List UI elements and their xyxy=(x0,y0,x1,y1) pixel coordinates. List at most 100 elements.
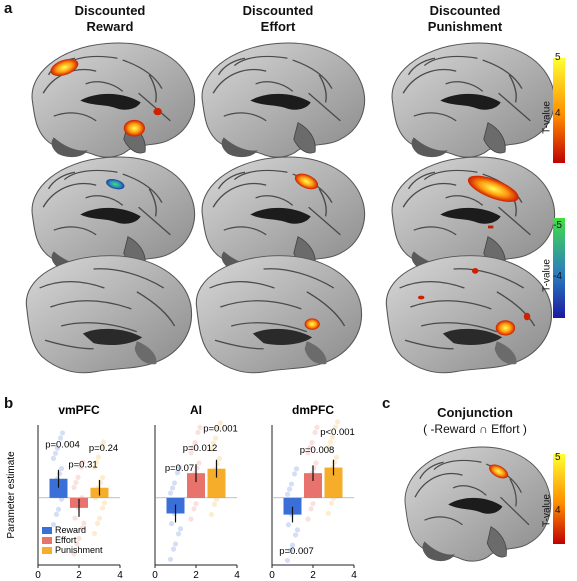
bar-charts: vmPFC 0 2 4 p=0.004 p=0.31 p=0.24 Parameter est… xyxy=(6,403,357,581)
x-tick-label: 2 xyxy=(76,570,82,581)
data-point xyxy=(314,424,320,430)
colorbar-label: T-value xyxy=(541,259,553,292)
brain-slice-grid xyxy=(25,42,556,374)
data-point xyxy=(94,520,101,526)
data-point xyxy=(78,464,84,470)
data-point xyxy=(56,471,63,477)
data-point xyxy=(307,445,313,451)
data-point xyxy=(287,547,294,553)
data-point xyxy=(213,496,220,502)
legend-swatch xyxy=(42,547,52,554)
data-point xyxy=(99,474,106,481)
data-point xyxy=(170,546,177,552)
data-point xyxy=(285,522,292,528)
data-point xyxy=(289,542,296,548)
conjunction-subtitle: ( -Reward ∩ Effort ) xyxy=(423,422,527,436)
bar xyxy=(187,473,205,498)
x-tick-label: 4 xyxy=(351,570,357,581)
data-point xyxy=(292,532,299,538)
data-point xyxy=(328,500,335,506)
data-point xyxy=(73,479,79,486)
brain-slice-effort-2 xyxy=(201,156,366,272)
data-point xyxy=(210,440,217,446)
data-point xyxy=(208,445,215,451)
data-point xyxy=(50,455,57,461)
x-tick-label: 2 xyxy=(310,570,316,581)
p-value-label: p=0.012 xyxy=(183,443,218,454)
p-value-label: p=0.004 xyxy=(45,439,80,450)
legend-label: Effort xyxy=(55,535,77,545)
panel-letter-b: b xyxy=(4,395,14,412)
legend-label: Punishment xyxy=(55,545,103,555)
data-point xyxy=(293,466,300,472)
data-point xyxy=(195,429,201,436)
data-point xyxy=(59,430,66,436)
data-point xyxy=(55,506,62,512)
data-point xyxy=(193,501,199,507)
p-value-label: p<0.001 xyxy=(320,427,355,438)
data-point xyxy=(194,465,200,471)
data-point xyxy=(191,506,197,512)
data-point xyxy=(81,520,87,526)
data-point xyxy=(75,474,81,480)
colorbar-tick: -5 xyxy=(553,220,562,231)
data-point xyxy=(168,521,175,527)
panel-letter-c: c xyxy=(382,395,391,412)
data-point xyxy=(76,535,82,542)
column-title-line: Reward xyxy=(86,19,134,34)
data-point xyxy=(310,501,316,507)
data-point xyxy=(217,420,224,426)
column-title-line: Discounted xyxy=(242,3,314,18)
data-point xyxy=(58,465,65,472)
x-tick-label: 0 xyxy=(35,570,41,581)
brain-slice-punishment-1 xyxy=(391,42,556,158)
data-point xyxy=(95,454,102,460)
data-point xyxy=(176,465,183,471)
p-value-label: p=0.001 xyxy=(203,424,238,435)
colorbar-cool xyxy=(553,218,565,318)
x-tick-label: 4 xyxy=(117,570,123,581)
data-point xyxy=(308,506,314,512)
data-point xyxy=(284,557,291,564)
brain-slice-punishment-2 xyxy=(391,156,556,272)
data-point xyxy=(188,516,194,522)
data-point xyxy=(309,440,315,446)
y-axis-label: Parameter estimate xyxy=(6,451,17,539)
data-point xyxy=(286,486,293,492)
data-point xyxy=(215,425,222,431)
data-point xyxy=(93,459,100,465)
x-tick-label: 2 xyxy=(193,570,199,581)
legend-swatch xyxy=(42,527,52,534)
data-point xyxy=(174,470,181,476)
data-point xyxy=(58,496,65,502)
conjunction-title: Conjunction xyxy=(437,405,513,420)
data-point xyxy=(325,444,332,450)
data-point xyxy=(54,445,61,451)
data-point xyxy=(172,541,179,547)
data-point xyxy=(333,454,340,460)
colorbar-label: T-value xyxy=(541,101,553,134)
data-point xyxy=(288,481,295,487)
colorbar-tick: 4 xyxy=(555,505,561,516)
data-point xyxy=(79,525,85,531)
brain-slice-reward-3 xyxy=(25,254,193,374)
data-point xyxy=(97,480,104,486)
data-point xyxy=(98,444,105,450)
data-point xyxy=(96,515,103,521)
data-point xyxy=(175,531,182,537)
data-point xyxy=(197,424,203,430)
p-value-label: p=0.31 xyxy=(68,460,97,471)
colorbar-tick: -4 xyxy=(553,271,562,282)
data-point xyxy=(91,464,98,470)
x-tick-label: 4 xyxy=(234,570,240,581)
data-point xyxy=(334,419,341,425)
brain-slice-reward-1 xyxy=(31,42,196,158)
data-point xyxy=(74,540,80,547)
data-point xyxy=(325,510,332,516)
data-point xyxy=(50,521,57,528)
p-value-label: p=0.007 xyxy=(279,546,314,557)
bar xyxy=(324,467,343,498)
data-point xyxy=(192,440,198,446)
bar xyxy=(207,468,226,498)
conjunction-brain xyxy=(404,446,552,562)
